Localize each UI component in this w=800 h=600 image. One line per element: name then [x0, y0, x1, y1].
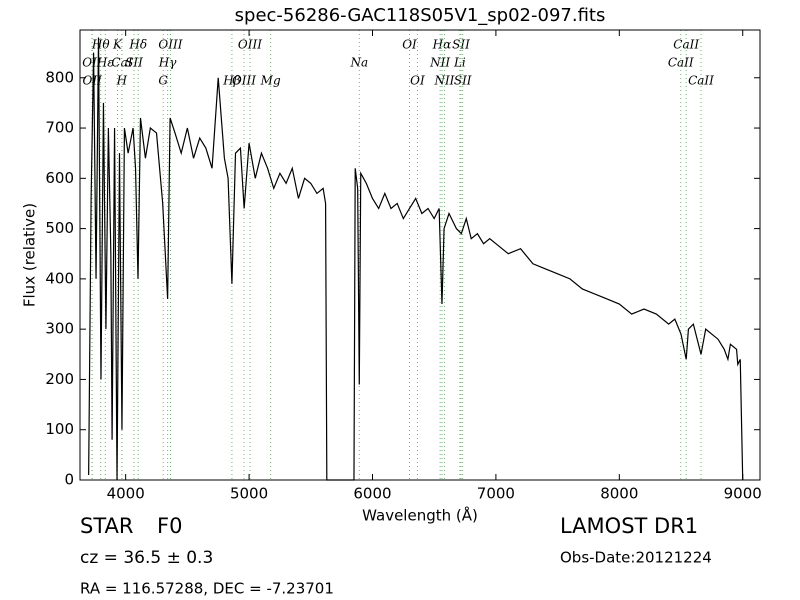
spectral-line-label: NII [429, 56, 450, 70]
y-tick-label: 0 [64, 471, 74, 489]
spectral-line-label: CaII [688, 74, 714, 88]
coordinates: RA = 116.57288, DEC = -7.23701 [80, 580, 334, 598]
spectral-line-label: K [112, 38, 123, 52]
spectral-line-label: OI [402, 38, 417, 52]
y-tick-label: 600 [45, 169, 74, 187]
spectral-line-label: Hβ [222, 74, 240, 88]
object-class: STAR [80, 514, 133, 538]
spectral-line-label: SII [454, 74, 472, 88]
spectral-line-label: Mg [260, 74, 281, 88]
spectral-line-label: Hδ [128, 38, 147, 52]
spectral-line-label: CaII [673, 38, 699, 52]
spectral-line-label: Hθ [91, 38, 110, 52]
chart-title: spec-56286-GAC118S05V1_sp02-097.fits [235, 5, 606, 26]
x-tick-label: 8000 [600, 485, 638, 503]
x-tick-label: 4000 [107, 485, 145, 503]
y-tick-label: 300 [45, 320, 74, 338]
spectral-line-label: Li [453, 56, 466, 70]
spectral-line-label: G [158, 74, 168, 88]
y-tick-label: 500 [45, 219, 74, 237]
obs-date: Obs-Date:20121224 [560, 549, 712, 567]
y-tick-label: 800 [45, 68, 74, 86]
spectral-line-label: OIII [238, 38, 262, 52]
spectral-line-label: Hε [96, 56, 114, 70]
subclass: F0 [157, 514, 182, 538]
y-tick-label: 100 [45, 420, 74, 438]
spectral-line-label: OIII [158, 38, 182, 52]
spectral-line-label: SII [125, 56, 143, 70]
y-tick-label: 700 [45, 119, 74, 137]
y-axis-label: Flux (relative) [21, 203, 39, 307]
spectrum-line [88, 37, 744, 481]
spectral-line-label: OIII [232, 74, 256, 88]
x-tick-label: 7000 [477, 485, 515, 503]
y-tick-label: 200 [45, 370, 74, 388]
survey: LAMOST DR1 [560, 514, 698, 538]
x-axis-label: Wavelength (Å) [362, 506, 478, 525]
spectral-line-label: SII [452, 38, 470, 52]
spectral-line-label: NII [433, 74, 454, 88]
spectral-line-label: OII [83, 74, 103, 88]
redshift: cz = 36.5 ± 0.3 [80, 548, 213, 568]
plot-frame [79, 29, 761, 481]
spectral-line-label: Hα [432, 38, 452, 52]
y-tick-label: 400 [45, 269, 74, 287]
spectral-line-label: OI [410, 74, 425, 88]
spectral-line-label: H [116, 74, 128, 88]
x-tick-label: 6000 [353, 485, 391, 503]
x-tick-label: 5000 [230, 485, 268, 503]
spectral-line-label: Na [349, 56, 368, 70]
spectral-line-label: Hγ [158, 56, 177, 70]
x-tick-label: 9000 [724, 485, 762, 503]
spectral-line-label: CaII [668, 56, 694, 70]
